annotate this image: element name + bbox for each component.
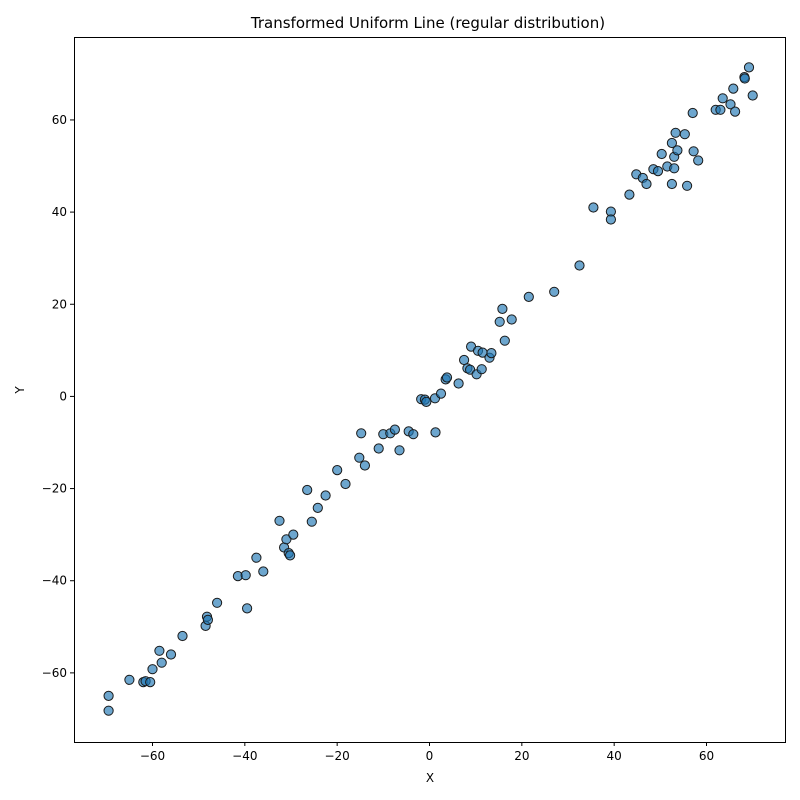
data-point [499,335,510,346]
data-point [156,657,167,668]
data-point [715,104,726,115]
data-point [605,214,617,225]
y-axis-label: Y [13,386,27,395]
x-tick-label: 0 [426,749,434,763]
data-point [669,163,680,174]
data-point [497,303,508,314]
y-axis-ticks: −60 −40 −20 0 20 40 60 [42,113,74,680]
data-points [103,62,758,716]
data-point [476,364,487,375]
data-point [588,202,599,213]
data-point [574,260,585,271]
x-tick-label: −20 [324,749,349,763]
data-point [242,603,253,614]
data-point [730,106,741,117]
data-point [506,314,517,325]
data-point [285,550,296,561]
data-point [682,180,693,191]
data-point [670,127,681,138]
x-tick-label: 20 [514,749,529,763]
data-point [641,178,652,190]
data-point [274,515,285,526]
data-point [302,484,313,496]
x-axis-label: X [426,771,434,785]
data-point [672,145,683,156]
data-point [717,93,728,104]
y-tick-label: 20 [52,297,67,311]
data-point [486,348,497,359]
data-point [693,155,704,166]
data-point [624,189,635,200]
data-point [320,490,331,501]
data-point [359,460,370,471]
data-point [240,570,251,581]
data-point [549,286,560,297]
data-point [494,316,505,327]
data-point [666,178,678,190]
data-point [147,664,158,675]
data-point [212,597,223,608]
data-point [288,529,299,540]
data-point [145,677,156,688]
data-point [251,552,262,563]
x-tick-label: 60 [699,749,714,763]
data-point [389,424,400,435]
data-point [666,137,678,149]
data-point [103,705,114,716]
data-point [177,630,188,642]
data-point [281,534,292,545]
plot-frame [74,37,786,743]
data-point [725,99,736,110]
data-point [103,690,114,702]
data-point [679,129,690,140]
data-point [332,465,343,476]
data-point [354,452,365,463]
y-tick-label: 0 [59,389,67,403]
y-tick-label: 60 [52,113,67,127]
data-point [154,645,165,656]
x-axis-ticks: −60 −40 −20 0 20 40 60 [140,742,714,763]
data-point [258,566,269,577]
data-point [165,649,177,660]
data-point [421,396,432,407]
data-point [435,388,447,399]
data-point [441,372,453,383]
y-tick-label: 40 [52,205,67,219]
data-point [687,107,698,119]
data-point [688,146,699,157]
data-point [340,478,351,490]
data-point [202,614,213,626]
data-point [430,427,441,438]
x-tick-label: −40 [232,749,257,763]
data-point [356,428,367,439]
y-tick-label: −40 [42,574,67,588]
data-point [728,83,739,94]
data-point [124,674,135,685]
data-point [373,443,384,454]
data-point [523,291,534,302]
data-point [656,148,667,160]
y-tick-label: −60 [42,666,67,680]
x-tick-label: −60 [140,749,165,763]
data-point [312,502,323,513]
data-point [739,73,750,84]
data-point [453,378,464,389]
data-point [652,166,664,177]
data-point [394,445,405,456]
data-point [747,90,758,101]
data-point [306,516,317,527]
x-tick-label: 40 [607,749,622,763]
chart-title: Transformed Uniform Line (regular distri… [250,14,605,32]
data-point [408,429,419,440]
y-tick-label: −20 [42,482,67,496]
data-point [743,62,755,73]
